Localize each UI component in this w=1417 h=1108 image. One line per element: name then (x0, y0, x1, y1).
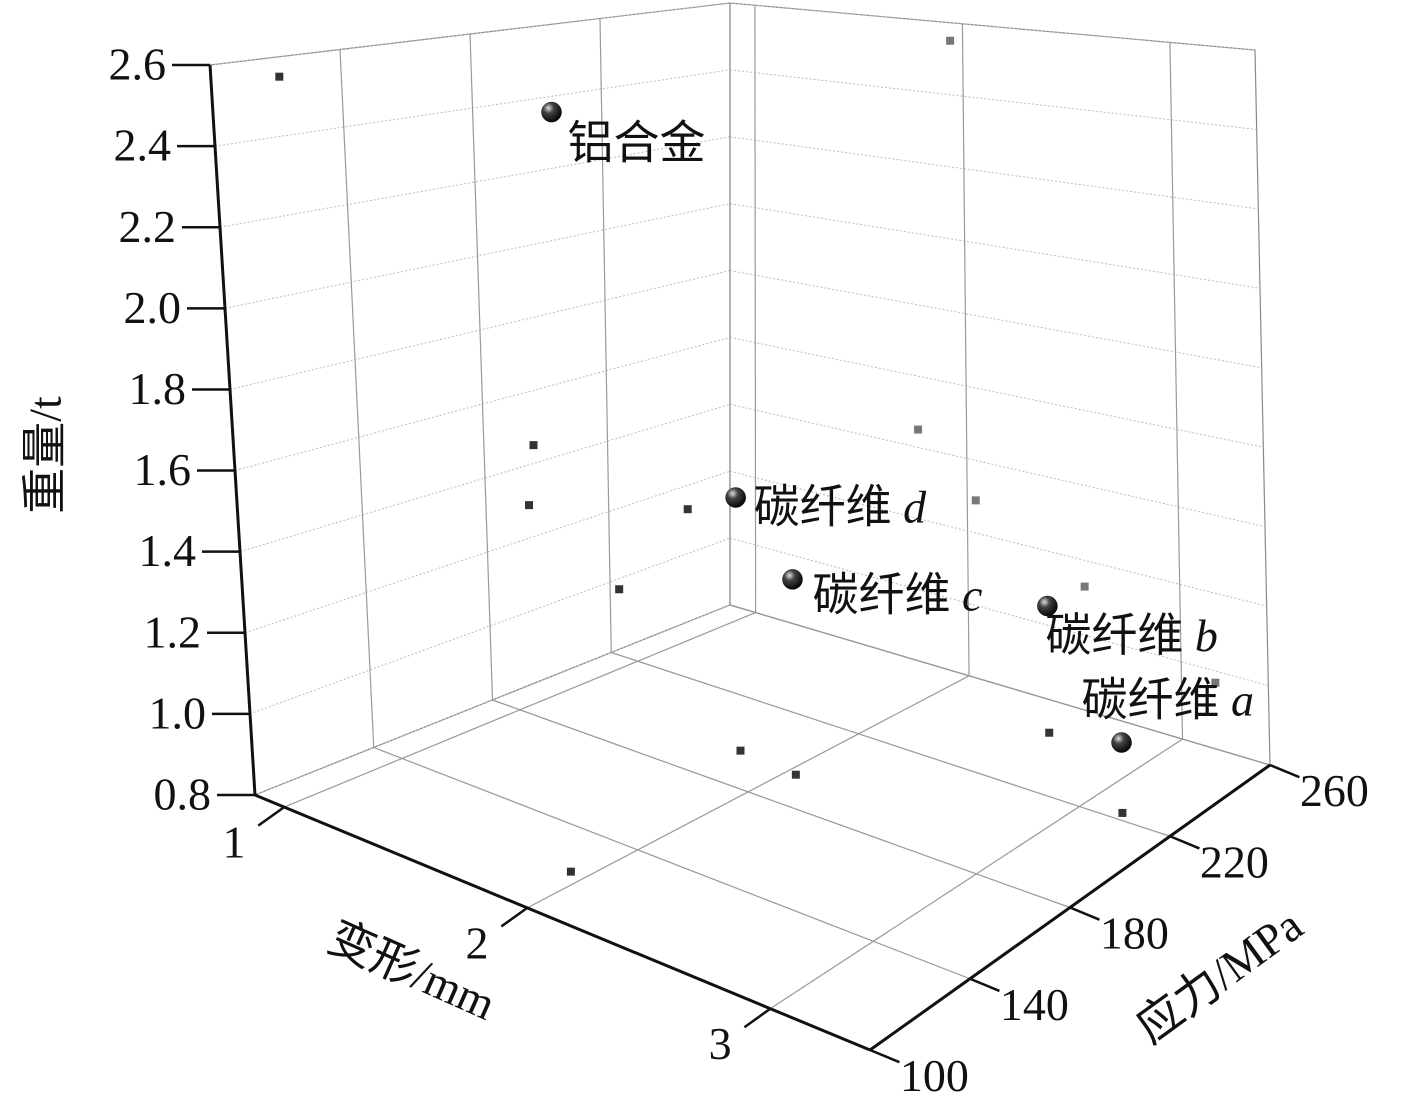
y-tick-label: 140 (1000, 979, 1069, 1030)
point-label: 铝合金 (568, 118, 706, 169)
grid-line (729, 203, 1261, 289)
z-axis-title: 重量/t (20, 396, 71, 514)
grid (209, 2, 1271, 1051)
wall-projection (971, 496, 980, 505)
z-tick-label: 2.0 (124, 282, 182, 333)
point (725, 487, 746, 508)
wall-projection (615, 585, 624, 594)
grid-line (239, 403, 731, 553)
wall-projection (946, 36, 955, 45)
z-tick-label: 0.8 (154, 769, 212, 820)
z-tick-label: 2.4 (114, 120, 172, 171)
grid-line (729, 136, 1259, 210)
grid-line (729, 403, 1266, 528)
grid-line (754, 5, 757, 613)
point-label: 碳纤维 a (1082, 674, 1255, 725)
x-tick-label: 1 (222, 817, 245, 868)
y-tick-label: 220 (1200, 836, 1269, 887)
z-axis (208, 64, 257, 796)
y-tick (869, 1048, 900, 1064)
y-tick (1269, 763, 1300, 779)
z-tick-label: 2.6 (109, 39, 167, 90)
z-tick-label: 1.2 (144, 606, 202, 657)
wall-projection (275, 72, 284, 81)
z-tick-label: 1.8 (129, 363, 187, 414)
point (1111, 732, 1132, 753)
z-tick-label: 1.0 (149, 687, 207, 738)
floor-projection (1045, 728, 1054, 737)
x-tick (257, 806, 285, 827)
y-tick (969, 977, 1000, 993)
wall-projection (914, 425, 923, 434)
x-tick (743, 1007, 772, 1029)
y-tick (1069, 906, 1100, 921)
point (782, 569, 803, 590)
grid-line (729, 537, 1269, 687)
grid-line (1169, 42, 1184, 740)
grid-line (469, 33, 494, 701)
walls (209, 2, 1272, 1051)
wall-projection (1211, 678, 1220, 687)
z-tick-label: 2.2 (119, 201, 177, 252)
grid-line (492, 699, 1071, 909)
grid-line (729, 604, 1271, 766)
x-tick-label: 3 (709, 1018, 732, 1069)
y-tick-label: 100 (900, 1050, 969, 1101)
z-tick-label: 1.4 (139, 525, 197, 576)
wall-projection (529, 441, 538, 450)
wall-projection (683, 505, 692, 514)
wall-projection (1080, 582, 1089, 591)
grid-line (729, 470, 1267, 607)
y-tick (1169, 835, 1200, 850)
floor-projection (736, 746, 745, 755)
grid-line (729, 69, 1257, 130)
floor-projection (791, 770, 800, 779)
point (541, 101, 562, 123)
wall-projection (525, 501, 534, 510)
point-label: 碳纤维 d (754, 481, 928, 532)
z-tick-label: 1.6 (134, 444, 192, 495)
floor-projection (566, 867, 575, 876)
grid-line (244, 470, 731, 634)
x-axis (254, 793, 871, 1052)
marks (275, 36, 1220, 876)
grid-line (373, 746, 971, 980)
y-axis (869, 763, 1271, 1052)
grid-line (961, 23, 970, 676)
point-label: 碳纤维 c (813, 569, 983, 620)
point-label: 碳纤维 b (1045, 610, 1218, 661)
grid-line (254, 604, 731, 796)
y-tick-label: 180 (1100, 908, 1169, 959)
grid-line (599, 18, 612, 653)
x-tick-label: 2 (466, 917, 489, 968)
point (1037, 595, 1058, 617)
grid-line (729, 336, 1264, 448)
grid-line (339, 49, 375, 748)
x-tick (500, 906, 528, 928)
axes (172, 63, 1300, 1064)
grid-line (611, 651, 1171, 837)
y-tick-label: 260 (1300, 765, 1369, 816)
floor-projection (1118, 808, 1127, 817)
grid-line (249, 537, 731, 715)
